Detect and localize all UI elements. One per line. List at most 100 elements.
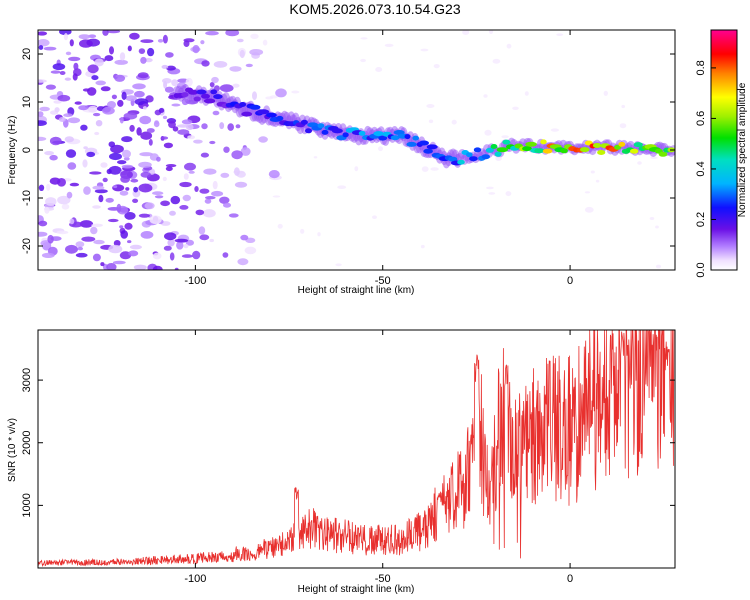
ridge-cell <box>560 148 568 154</box>
noise-blob <box>73 62 79 71</box>
noise-blob <box>193 139 203 144</box>
snr-x-ticks: -100 -50 0 <box>184 330 573 585</box>
ridge-cell <box>534 148 545 154</box>
noise-blob <box>59 71 66 75</box>
noise-blob <box>223 146 230 153</box>
colorbar-tick-label: 0.6 <box>695 111 707 126</box>
noise-blob <box>161 136 169 140</box>
noise-blob <box>152 265 163 270</box>
noise-blob <box>74 101 82 105</box>
ridge-cell <box>266 112 277 118</box>
noise-blob <box>79 220 94 228</box>
noise-blob <box>65 149 77 158</box>
noise-blob <box>138 183 153 193</box>
noise-blob <box>258 136 268 143</box>
noise-blob <box>87 87 97 96</box>
noise-blob <box>213 61 228 68</box>
noise-blob <box>92 185 105 190</box>
noise-blob <box>38 39 50 47</box>
noise-blob <box>82 88 90 92</box>
noise-blob <box>104 55 114 62</box>
noise-blob <box>86 151 96 158</box>
noise-blob <box>133 186 139 193</box>
ridge-cell <box>448 156 458 162</box>
noise-blob <box>111 94 117 100</box>
noise-blob <box>484 129 492 136</box>
noise-blob <box>360 37 368 40</box>
noise-blob <box>124 212 136 220</box>
ridge-cell <box>196 89 207 95</box>
noise-blob <box>87 64 99 74</box>
noise-blob <box>108 244 123 254</box>
noise-blob <box>105 197 114 203</box>
ridge-cell <box>239 102 247 107</box>
noise-blob <box>46 183 51 191</box>
noise-blob <box>102 30 109 36</box>
noise-blob <box>93 239 105 245</box>
noise-blob <box>106 168 112 175</box>
noise-blob <box>192 45 200 54</box>
ridge-cell <box>502 139 511 145</box>
noise-blob <box>124 222 133 230</box>
noise-blob <box>291 90 300 94</box>
noise-blob <box>204 198 212 204</box>
noise-blob <box>79 39 93 48</box>
noise-blob <box>240 147 251 156</box>
noise-blob <box>75 241 85 248</box>
noise-blob <box>317 232 321 237</box>
ridge-cell <box>540 139 547 145</box>
noise-blob <box>108 141 116 148</box>
noise-blob <box>162 34 168 44</box>
noise-blob <box>119 116 124 124</box>
noise-blob <box>109 46 114 55</box>
noise-blob <box>98 194 104 203</box>
noise-blob <box>108 165 122 175</box>
noise-blob <box>53 100 62 104</box>
noise-blob <box>95 80 106 86</box>
noise-blob <box>223 202 231 208</box>
noise-blob <box>64 136 75 143</box>
noise-blob <box>144 202 155 210</box>
noise-blob <box>108 218 119 223</box>
noise-blob <box>81 236 96 242</box>
noise-blob <box>77 246 83 251</box>
noise-blob <box>41 252 55 258</box>
noise-blob <box>181 254 193 258</box>
noise-blob <box>57 195 71 205</box>
noise-blob <box>164 86 174 93</box>
noise-blob <box>136 127 142 136</box>
y-tick-label: 3000 <box>21 368 33 392</box>
noise-blob <box>140 131 153 140</box>
noise-blob <box>179 181 192 188</box>
noise-blob <box>421 166 429 172</box>
noise-blob <box>109 152 122 161</box>
noise-blob <box>462 30 470 35</box>
noise-blob <box>300 228 305 234</box>
ridge-cell <box>188 89 199 95</box>
colorbar-tick-label: 0.8 <box>695 60 707 75</box>
noise-blob <box>229 66 242 72</box>
noise-blob <box>231 150 243 160</box>
colorbar-label: Normalized spectral amplitude <box>737 82 748 217</box>
ridge-cell <box>406 141 417 147</box>
noise-blob <box>140 39 154 43</box>
noise-blob <box>512 106 519 111</box>
ridge-cell <box>201 93 210 99</box>
ridge-cell <box>485 147 494 153</box>
noise-blob <box>107 101 116 109</box>
noise-blob <box>39 106 50 112</box>
noise-blob <box>337 185 347 189</box>
snr-series-line <box>38 330 675 568</box>
noise-blob <box>102 177 108 183</box>
noise-blob <box>183 173 189 180</box>
noise-blob <box>171 103 181 107</box>
noise-blob <box>188 170 195 174</box>
ridge-cell <box>342 132 349 138</box>
noise-blob <box>92 253 101 262</box>
noise-blob <box>129 244 142 250</box>
noise-blob <box>117 160 127 165</box>
noise-blob <box>100 162 108 168</box>
noise-blob <box>90 226 98 235</box>
x-tick-label: -50 <box>375 573 391 585</box>
